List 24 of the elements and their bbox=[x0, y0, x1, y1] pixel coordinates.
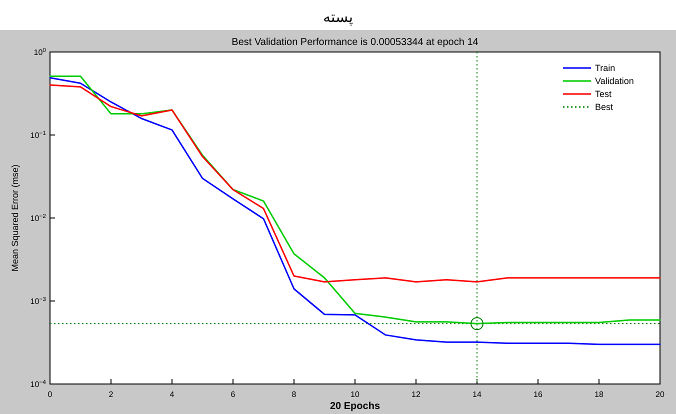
x-tick-label: 14 bbox=[472, 390, 482, 399]
x-tick-label: 6 bbox=[230, 390, 236, 399]
x-tick-label: 18 bbox=[594, 390, 604, 399]
x-tick-label: 2 bbox=[108, 390, 114, 399]
x-tick-label: 0 bbox=[48, 390, 53, 399]
x-tick-label: 8 bbox=[292, 390, 297, 399]
x-tick-label: 12 bbox=[412, 390, 421, 399]
legend-label: Validation bbox=[595, 76, 634, 86]
legend-label: Best bbox=[595, 102, 614, 112]
y-axis-title: Mean Squared Error (mse) bbox=[10, 164, 20, 272]
legend-label: Test bbox=[595, 89, 612, 99]
y-tick-label: 10$^{0}$ bbox=[34, 47, 47, 57]
y-tick-label: 10$^{−1}$ bbox=[30, 130, 47, 140]
x-tick-label: 4 bbox=[170, 390, 175, 399]
chart-title: پسته bbox=[322, 9, 354, 26]
x-tick-label: 20 bbox=[656, 390, 665, 399]
legend-label: Train bbox=[595, 63, 616, 73]
chart-subtitle: Best Validation Performance is 0.00053344 at epoch 14 bbox=[232, 37, 479, 48]
x-axis-title: 20 Epochs bbox=[330, 401, 380, 412]
y-tick-label: 10$^{−4}$ bbox=[30, 379, 47, 389]
x-tick-label: 16 bbox=[534, 390, 543, 399]
y-tick-label: 10$^{−3}$ bbox=[30, 296, 47, 306]
x-tick-label: 10 bbox=[350, 390, 360, 399]
y-tick-label: 10$^{−2}$ bbox=[30, 213, 47, 223]
